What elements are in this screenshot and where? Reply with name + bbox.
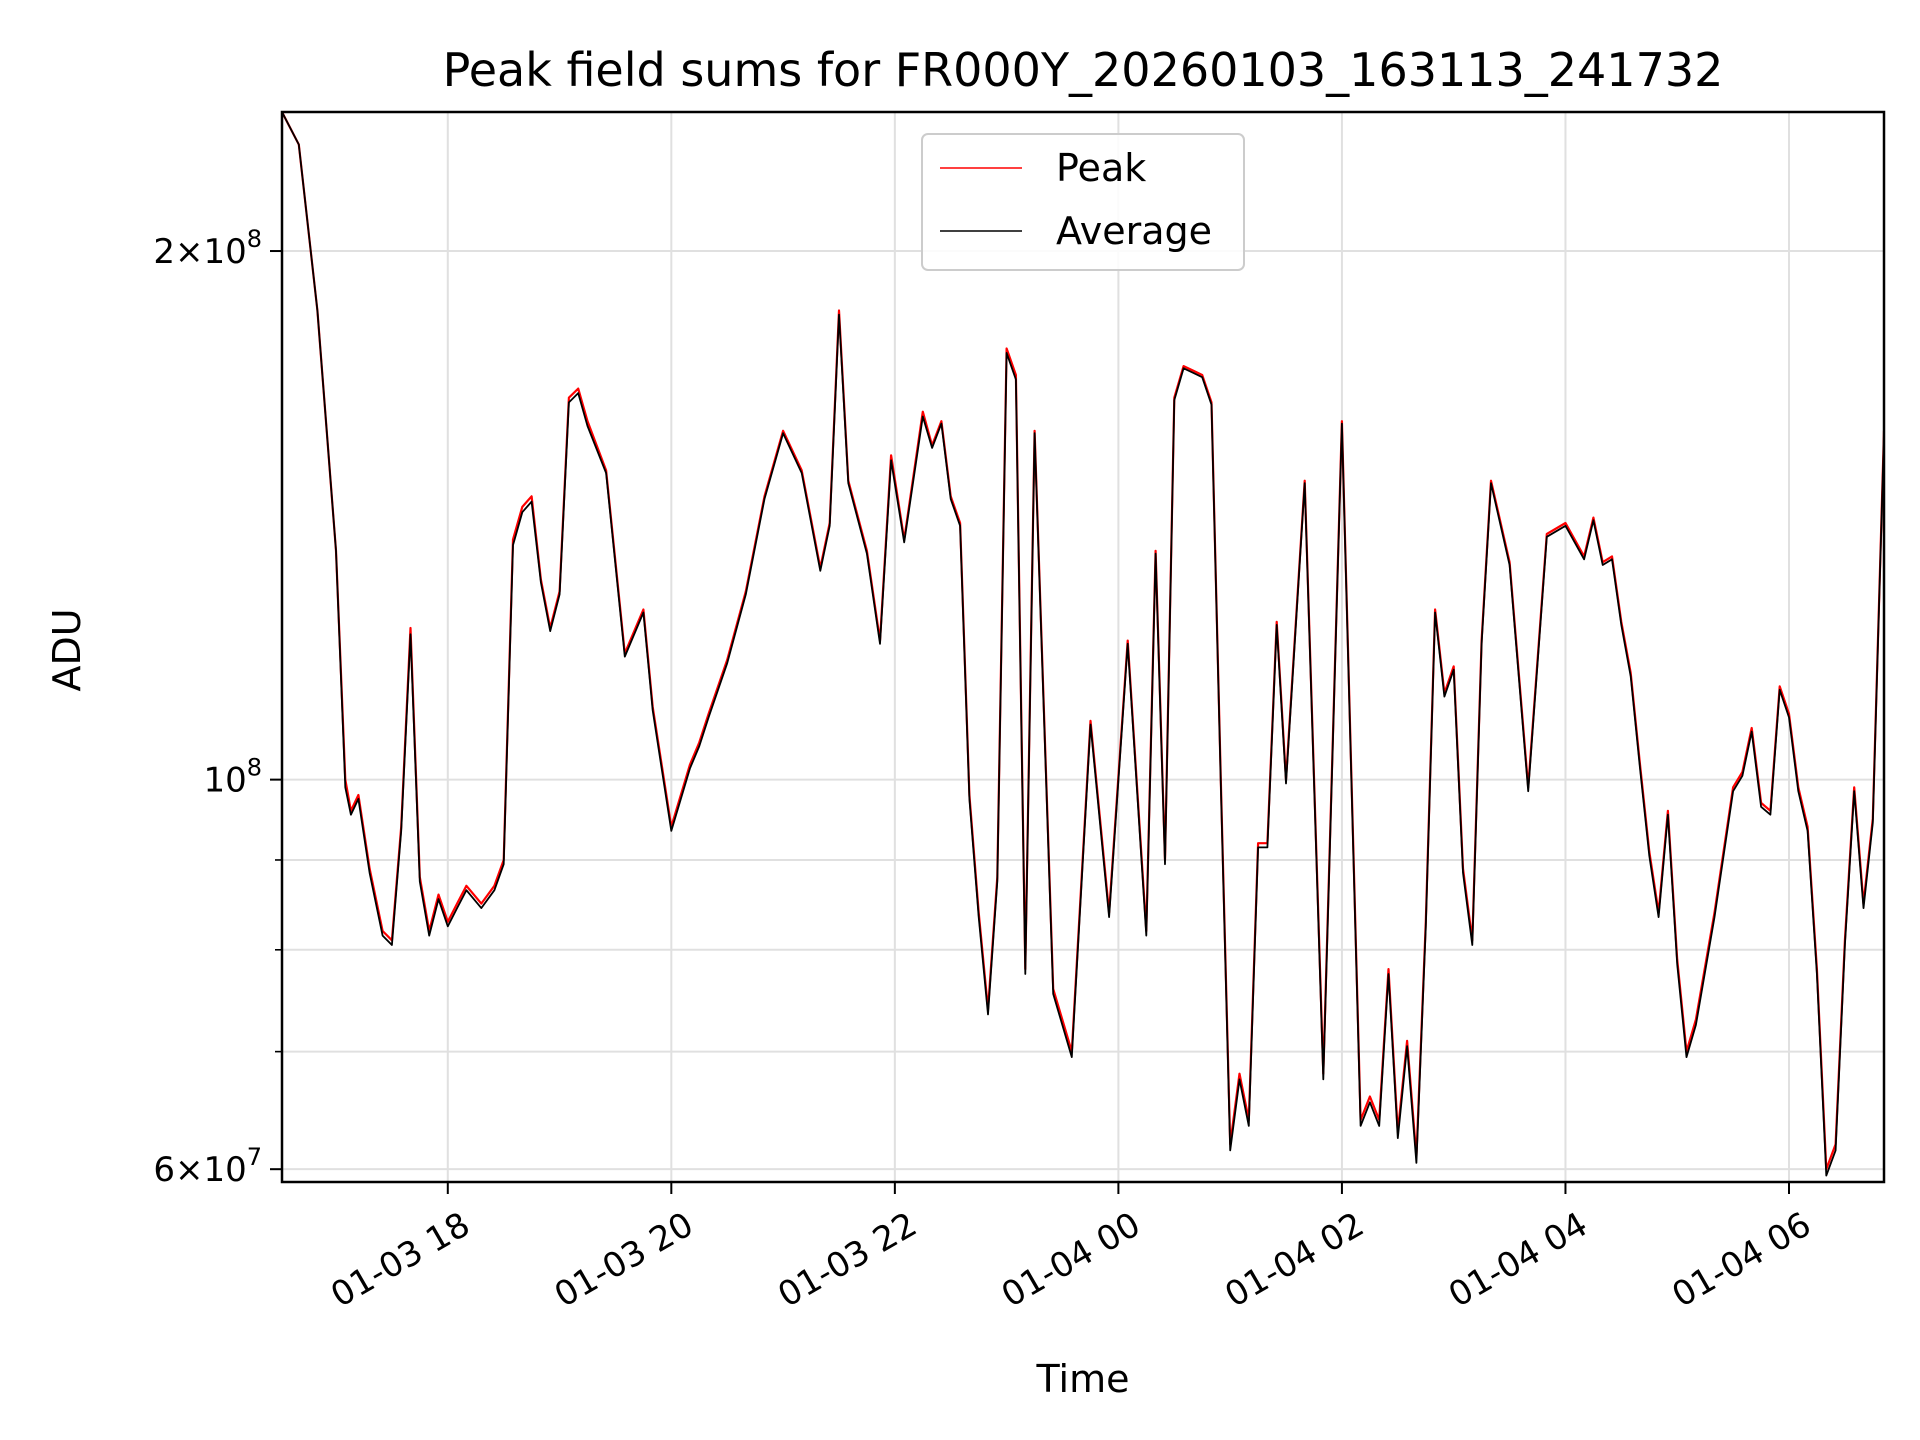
legend: Peak Average	[921, 133, 1245, 271]
y-axis-title: ADU	[45, 608, 89, 691]
legend-label-average: Average	[1056, 209, 1212, 253]
y-tick-label: 6×107	[153, 1143, 262, 1190]
x-grid	[446, 112, 1790, 1182]
chart-title: Peak field sums for FR000Y_20260103_1631…	[443, 43, 1724, 97]
series-layer	[282, 112, 1884, 1177]
y-tick-label: 108	[203, 754, 262, 801]
y-axis: 6×107 108 2×108	[153, 225, 282, 1190]
x-axis-title: Time	[1036, 1357, 1130, 1401]
plot-area	[280, 110, 1886, 1184]
legend-label-peak: Peak	[1056, 146, 1146, 190]
series-line-average	[282, 112, 1884, 1177]
y-tick-label: 2×108	[153, 225, 262, 272]
plot-frame	[280, 110, 1886, 1184]
